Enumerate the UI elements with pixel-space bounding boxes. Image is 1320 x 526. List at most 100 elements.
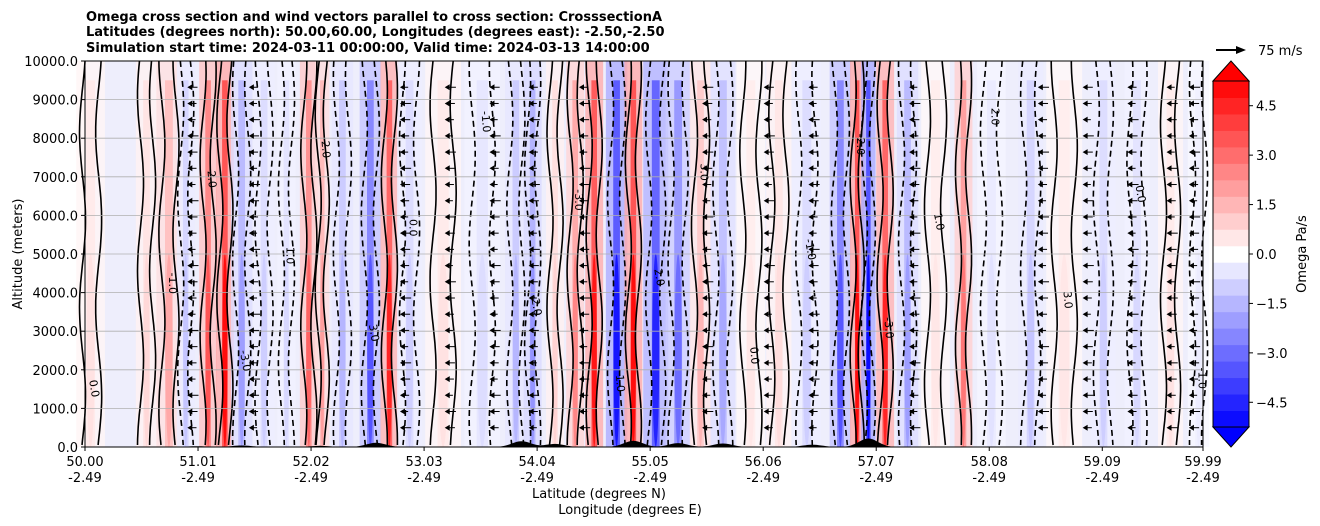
colorbar-level xyxy=(1213,97,1249,115)
x-tick-label-lat: 59.09 xyxy=(1084,455,1121,470)
wind-arrow-head xyxy=(1188,359,1194,366)
contour-line xyxy=(546,60,554,446)
wind-arrow-head xyxy=(399,181,405,188)
wind-arrow-head xyxy=(489,246,495,253)
wind-arrow-head xyxy=(444,181,450,188)
wind-arrow-head xyxy=(763,116,769,123)
colorbar-tick-label: 0.0 xyxy=(1256,248,1277,263)
terrain xyxy=(152,438,902,447)
wind-arrow-head xyxy=(528,359,534,366)
wind-arrow-head xyxy=(489,359,495,366)
contour-line xyxy=(523,60,532,446)
wind-arrow-head xyxy=(1082,165,1088,172)
contour-line xyxy=(231,60,240,446)
wind-arrow-head xyxy=(489,165,495,172)
wind-arrow-head xyxy=(579,84,585,91)
plot-area: 0.0 -1.0 -2.0 -3.0 1.0 2.0 3.0 0.0 -1.0 -2.0 -3.0 1… xyxy=(76,60,1210,448)
wind-arrow-head xyxy=(909,311,915,318)
colorbar-level xyxy=(1213,361,1249,379)
wind-arrow-head xyxy=(1082,295,1088,302)
wind-arrow-head xyxy=(1188,295,1194,302)
colorbar-tick-label: 3.0 xyxy=(1256,149,1277,164)
wind-arrow-head xyxy=(1127,327,1133,334)
wind-arrow-head xyxy=(909,359,915,366)
wind-arrow-head xyxy=(1188,392,1194,399)
x-axis-label: Latitude (degrees N) xyxy=(532,487,666,502)
wind-arrow-head xyxy=(702,149,708,156)
wind-arrow-head xyxy=(489,424,495,431)
contour-line xyxy=(449,60,458,446)
omega-core xyxy=(775,254,783,447)
wind-arrow-head xyxy=(909,278,915,285)
wind-arrow-head xyxy=(187,181,193,188)
wind-arrow-head xyxy=(579,327,585,334)
wind-arrow-head xyxy=(248,408,254,415)
contour-line xyxy=(886,60,895,446)
wind-arrow-head xyxy=(1188,327,1194,334)
wind-arrow-head xyxy=(808,181,814,188)
colorbar-level xyxy=(1213,328,1249,346)
wind-arrow-head xyxy=(1166,359,1172,366)
wind-arrow-head xyxy=(528,84,534,91)
contour-line xyxy=(209,60,217,446)
wind-arrow-head xyxy=(1188,262,1194,269)
wind-arrow-head xyxy=(187,84,193,91)
wind-arrow-head xyxy=(1127,181,1133,188)
wind-arrow-head xyxy=(528,132,534,139)
wind-arrow-head xyxy=(489,100,495,107)
wind-arrow-head xyxy=(248,376,254,383)
omega-core xyxy=(1195,254,1202,447)
wind-arrow-head xyxy=(489,197,495,204)
wind-arrow-head xyxy=(1127,408,1133,415)
omega-core xyxy=(183,254,189,447)
wind-arrow-head xyxy=(444,408,450,415)
contour-line xyxy=(136,60,145,446)
contour-line xyxy=(277,60,286,446)
wind-arrow-head xyxy=(248,424,254,431)
contour-line xyxy=(606,60,615,446)
omega-core xyxy=(406,254,414,447)
contour-line xyxy=(429,60,437,446)
wind-arrow-head xyxy=(763,132,769,139)
contour-label: 3.0 xyxy=(1060,291,1074,310)
wind-arrow-head xyxy=(187,343,193,350)
wind-arrow-head xyxy=(1037,230,1043,237)
contour-line xyxy=(176,60,185,446)
wind-arrow-head xyxy=(1082,343,1088,350)
wind-arrow-head xyxy=(1166,230,1172,237)
wind-arrow-head xyxy=(187,262,193,269)
wind-arrow-head xyxy=(248,132,254,139)
wind-arrow-head xyxy=(1166,197,1172,204)
omega-core xyxy=(855,254,860,447)
wind-arrow-head xyxy=(187,278,193,285)
y-axis: 0.0 1000.0 2000.0 3000.0 4000.0 5000.0 6000.0 7… xyxy=(24,55,85,456)
wind-arrow-head xyxy=(579,343,585,350)
contour-line xyxy=(412,60,421,446)
wind-arrow-head xyxy=(1082,376,1088,383)
wind-arrow-head xyxy=(808,343,814,350)
wind-arrow-head xyxy=(808,230,814,237)
wind-arrow-head xyxy=(808,100,814,107)
wind-arrow-head xyxy=(1082,84,1088,91)
wind-arrow-head xyxy=(1037,197,1043,204)
x-tick-label-lon: -2.49 xyxy=(746,471,780,486)
y-tick-label: 7000.0 xyxy=(33,171,79,186)
wind-arrow-head xyxy=(909,84,915,91)
colorbar-level xyxy=(1213,377,1249,395)
wind-arrow-head xyxy=(909,116,915,123)
omega-core xyxy=(572,254,578,447)
wind-arrow-head xyxy=(248,230,254,237)
omega-core xyxy=(306,254,312,447)
wind-arrow-head xyxy=(187,408,193,415)
contour-line xyxy=(667,60,675,446)
wind-arrow-head xyxy=(489,278,495,285)
contour-label: -1.0 xyxy=(166,273,179,294)
wind-arrow-head xyxy=(489,116,495,123)
omega-core xyxy=(987,254,996,447)
omega-core xyxy=(367,254,374,447)
omega-core xyxy=(591,254,597,447)
wind-arrow-head xyxy=(399,230,405,237)
wind-arrow-head xyxy=(489,230,495,237)
quiver-key: 75 m/s xyxy=(1216,44,1303,59)
wind-arrow-head xyxy=(1188,343,1194,350)
